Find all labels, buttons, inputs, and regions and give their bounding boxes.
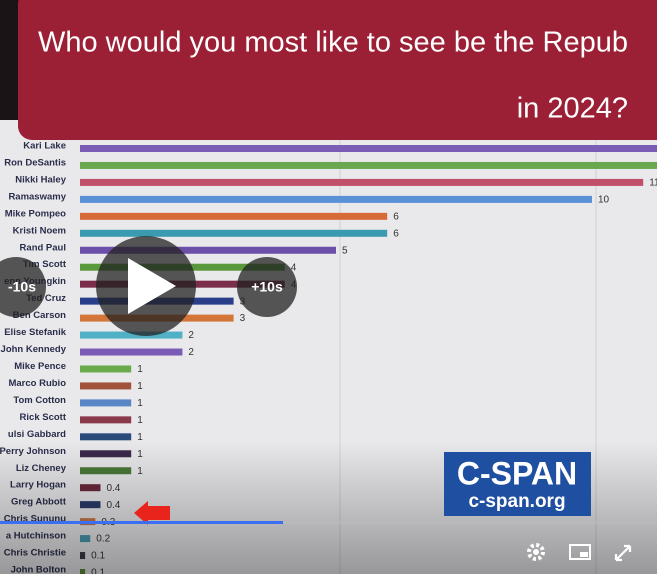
title-banner [18,0,657,140]
category-label: Ben Carson [13,310,67,321]
value-label: 2 [188,347,194,358]
bar [80,246,336,254]
category-label: Marco Rubio [8,378,66,389]
rewind-button[interactable] [0,257,46,317]
pip-icon [569,544,591,560]
bar [80,178,644,186]
forward-label: +10s [251,279,283,295]
category-label: ulsi Gabbard [8,429,66,440]
fullscreen-icon [614,544,632,562]
category-label: Tim Scott [23,259,67,270]
value-label: 6 [393,228,399,239]
settings-button[interactable] [527,543,545,561]
settings-icon [527,543,545,561]
category-label: Mike Pence [14,361,66,372]
value-label: 4 [291,262,297,273]
category-label: John Kennedy [1,344,67,355]
logo-name: C-SPAN [457,455,577,491]
value-label: 2 [188,330,194,341]
bar [80,399,132,407]
pip-button[interactable] [569,544,591,560]
forward-button[interactable] [237,257,297,317]
value-label: 5 [342,245,348,256]
rewind-label: -10s [8,279,36,295]
bar [80,161,657,169]
category-label: Mike Pompeo [5,208,66,219]
bar [80,331,183,339]
category-label: Rick Scott [20,412,67,423]
logo-box [444,452,591,516]
value-label: 10 [598,195,610,206]
bar [80,382,132,390]
progress-track[interactable] [0,521,657,524]
category-label: Tom Cotton [13,395,66,406]
title: Who would you most like to see be the Re… [38,27,628,59]
value-label: 6 [393,211,399,222]
category-label: Kristi Noem [13,225,66,236]
progress-fill [0,521,283,524]
value-label: 1 [137,398,143,409]
bar [80,229,388,237]
bar [80,212,388,220]
bar [80,433,132,441]
value-label: 1 [137,364,143,375]
value-label: 1 [137,415,143,426]
value-label: 1 [137,432,143,443]
category-label: Ramaswamy [8,191,66,202]
category-label: Elise Stefanik [4,327,66,338]
value-label: 3 [240,313,246,324]
value-label: 11 [649,178,657,189]
fullscreen-button[interactable] [614,544,632,562]
settings-icon [533,549,539,555]
bar [80,145,657,152]
pip-icon [580,552,588,557]
red-arrow [134,501,170,525]
bar [80,348,183,356]
category-label: Rand Paul [20,242,66,253]
play-icon [128,258,176,314]
bar [80,195,592,203]
logo-url: c-span.org [468,491,565,512]
bar [80,365,132,373]
category-label: Kari Lake [23,141,66,152]
value-label: 1 [137,381,143,392]
bar [80,416,132,424]
category-label: Ron DeSantis [4,157,66,168]
category-label: Ted Cruz [26,293,66,304]
title: in 2024? [517,93,628,125]
category-label: Nikki Haley [15,174,66,185]
